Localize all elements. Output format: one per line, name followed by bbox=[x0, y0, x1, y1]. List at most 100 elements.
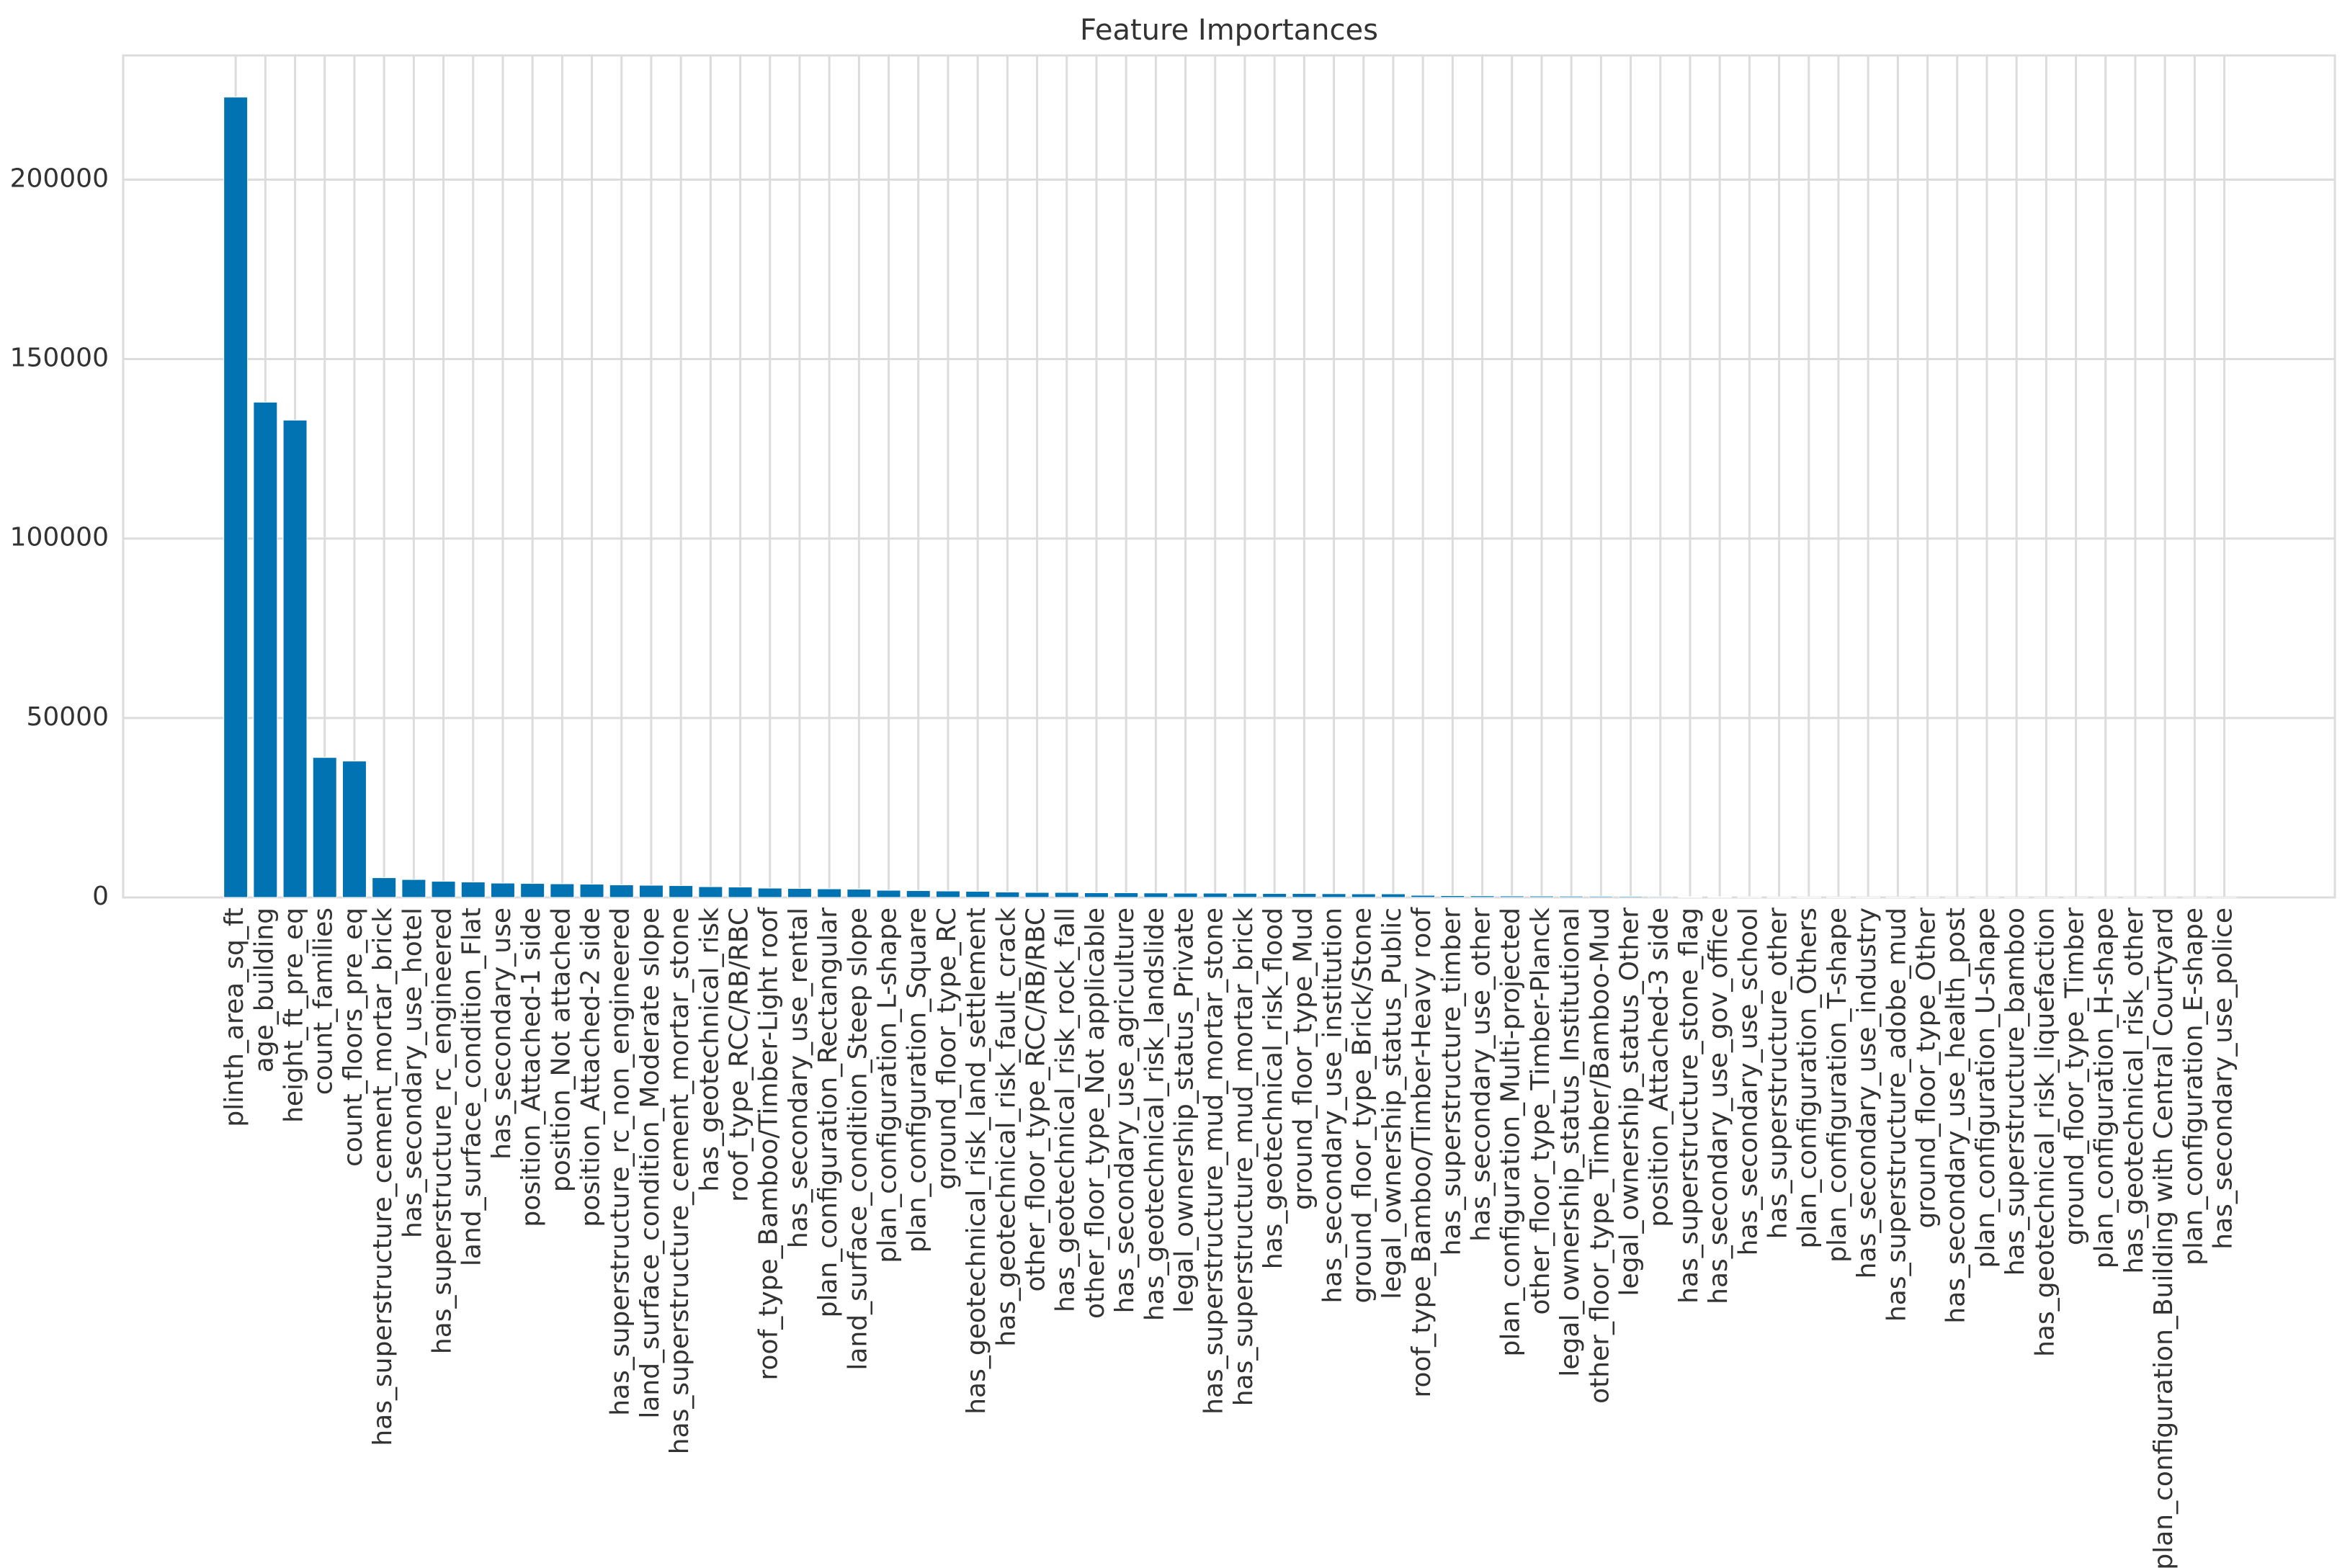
bar bbox=[846, 889, 872, 898]
x-tick-label: has_secondary_use_gov_office bbox=[1704, 908, 1733, 1304]
bar bbox=[1589, 895, 1614, 898]
bar bbox=[817, 888, 842, 898]
x-tick-label: has_superstructure_mud_mortar_brick bbox=[1229, 908, 1259, 1406]
x-tick-label: has_secondary_use bbox=[487, 908, 517, 1160]
x-tick-label: has_secondary_use_police bbox=[2209, 908, 2238, 1250]
x-tick-label: has_secondary_use_school bbox=[1733, 908, 1763, 1255]
x-tick-label: has_superstructure_rc_engineered bbox=[428, 908, 457, 1354]
bar bbox=[935, 890, 960, 898]
x-tick-label: plan_configuration_Square bbox=[903, 908, 932, 1253]
x-tick-label: has_secondary_use_industry bbox=[1852, 908, 1882, 1278]
bar bbox=[1440, 895, 1465, 898]
bar bbox=[1529, 895, 1554, 898]
bar bbox=[1380, 893, 1406, 898]
x-tick-label: has_geotechnical_risk_other bbox=[2119, 908, 2149, 1274]
x-tick-label: plan_configuration_Multi-projected bbox=[1496, 908, 1526, 1356]
y-tick-label: 200000 bbox=[10, 163, 109, 193]
x-tick-label: plan_configuration_Building with Central… bbox=[2149, 908, 2179, 1568]
x-tick-label: position_Attached-2 side bbox=[576, 908, 606, 1227]
x-tick-label: has_geotechnical_risk_landslide bbox=[1140, 908, 1169, 1321]
bar bbox=[1470, 895, 1495, 898]
chart-title: Feature Importances bbox=[1080, 14, 1378, 47]
x-tick-label: plan_configuration_E-shape bbox=[2179, 908, 2208, 1265]
y-tick-label: 150000 bbox=[10, 344, 109, 373]
x-tick-label: ground_floor_type_RC bbox=[932, 908, 962, 1190]
x-tick-label: has_secondary_use_hotel bbox=[398, 908, 427, 1238]
bar bbox=[1559, 895, 1584, 898]
bar bbox=[1143, 892, 1169, 898]
bar bbox=[401, 879, 426, 898]
x-tick-label: other_floor_type_Not applicable bbox=[1081, 908, 1110, 1319]
x-tick-label: has_geotechnical_risk_land_settlement bbox=[962, 908, 991, 1415]
x-tick-label: plan_configuration_Rectangular bbox=[813, 908, 843, 1318]
x-tick-label: has_superstructure_cement_mortar_brick bbox=[368, 908, 398, 1446]
x-tick-label: has_secondary_use_rental bbox=[784, 908, 813, 1248]
x-tick-label: has_superstructure_rc_non_engineered bbox=[606, 908, 635, 1416]
x-tick-label: other_floor_type_RCC/RB/RBC bbox=[1022, 908, 1051, 1292]
x-tick-label: has_geotechnical_risk bbox=[694, 908, 724, 1192]
bar bbox=[757, 887, 782, 898]
x-tick-label: age_building bbox=[249, 908, 279, 1072]
bar bbox=[995, 892, 1020, 898]
x-tick-label: height_ft_pre_eq bbox=[280, 908, 309, 1123]
x-tick-label: has_superstructure_bamboo bbox=[2001, 908, 2030, 1276]
x-tick-label: roof_type_RCC/RB/RBC bbox=[725, 908, 754, 1202]
x-tick-label: roof_type_Bamboo/Timber-Light roof bbox=[754, 907, 784, 1381]
x-tick-label: legal_ownership_status_Public bbox=[1377, 908, 1407, 1299]
x-tick-label: position_Not attached bbox=[546, 908, 576, 1192]
x-tick-label: land_surface_condition_Moderate slope bbox=[635, 908, 665, 1419]
bar bbox=[579, 884, 604, 898]
x-tick-label: has_geotechnical_risk_flood bbox=[1259, 908, 1288, 1269]
bar bbox=[1084, 892, 1109, 898]
x-tick-label: has_geotechnical_risk_rock_fall bbox=[1051, 908, 1081, 1312]
bar bbox=[1202, 892, 1228, 898]
bar bbox=[253, 401, 278, 898]
bar bbox=[1499, 895, 1524, 898]
bar bbox=[1232, 892, 1257, 898]
x-tick-label: legal_ownership_status_Private bbox=[1170, 908, 1199, 1313]
bar bbox=[223, 97, 249, 898]
x-tick-label: has_secondary_use_other bbox=[1467, 908, 1496, 1242]
x-tick-label: has_geotechnical_risk_liquefaction bbox=[2030, 908, 2060, 1357]
bar bbox=[550, 883, 575, 898]
x-tick-label: plan_configuration_L-shape bbox=[873, 908, 903, 1263]
x-tick-label: has_superstructure_adobe_mud bbox=[1882, 908, 1911, 1322]
x-tick-label: legal_ownership_status_Institutional bbox=[1555, 908, 1585, 1377]
bar bbox=[312, 757, 337, 898]
bar bbox=[698, 886, 723, 898]
bar bbox=[965, 891, 991, 898]
bar bbox=[1173, 892, 1198, 898]
bar bbox=[1114, 892, 1139, 898]
x-tick-label: legal_ownership_status_Other bbox=[1615, 908, 1645, 1296]
x-tick-label: plan_configuration_H-shape bbox=[2090, 908, 2119, 1268]
bar bbox=[1411, 895, 1436, 898]
bar bbox=[341, 761, 367, 898]
x-tick-label: ground_floor_type_Mud bbox=[1288, 908, 1318, 1210]
x-tick-label: has_secondary_use_agriculture bbox=[1110, 908, 1140, 1313]
x-tick-label: ground_floor_type_Timber bbox=[2060, 908, 2090, 1245]
x-tick-label: plan_configuration_U-shape bbox=[1971, 908, 2001, 1268]
bar bbox=[876, 890, 901, 898]
bar bbox=[906, 890, 931, 898]
plot-frame bbox=[122, 54, 2336, 899]
x-tick-label: has_secondary_use_health_post bbox=[1942, 908, 1971, 1324]
x-tick-label: plan_configuration_Others bbox=[1793, 908, 1823, 1249]
bar bbox=[1024, 892, 1050, 898]
x-tick-label: has_superstructure_mud_mortar_stone bbox=[1199, 908, 1229, 1415]
bar bbox=[520, 883, 545, 898]
x-tick-label: position_Attached-1 side bbox=[517, 908, 546, 1227]
x-tick-label: has_secondary_use_institution bbox=[1318, 908, 1348, 1304]
x-tick-label: count_families bbox=[309, 908, 339, 1095]
bar bbox=[282, 419, 308, 898]
bar bbox=[490, 882, 515, 898]
x-tick-label: ground_floor_type_Other bbox=[1912, 908, 1942, 1229]
x-tick-label: roof_type_Bamboo/Timber-Heavy roof bbox=[1407, 907, 1437, 1398]
bar bbox=[1351, 893, 1376, 898]
x-tick-label: plan_configuration_T-shape bbox=[1823, 908, 1852, 1263]
x-tick-label: has_superstructure_cement_mortar_stone bbox=[665, 908, 694, 1454]
bar bbox=[728, 887, 753, 898]
x-tick-label: land_surface_condition_Steep slope bbox=[843, 908, 872, 1371]
x-tick-label: count_floors_pre_eq bbox=[339, 908, 368, 1167]
